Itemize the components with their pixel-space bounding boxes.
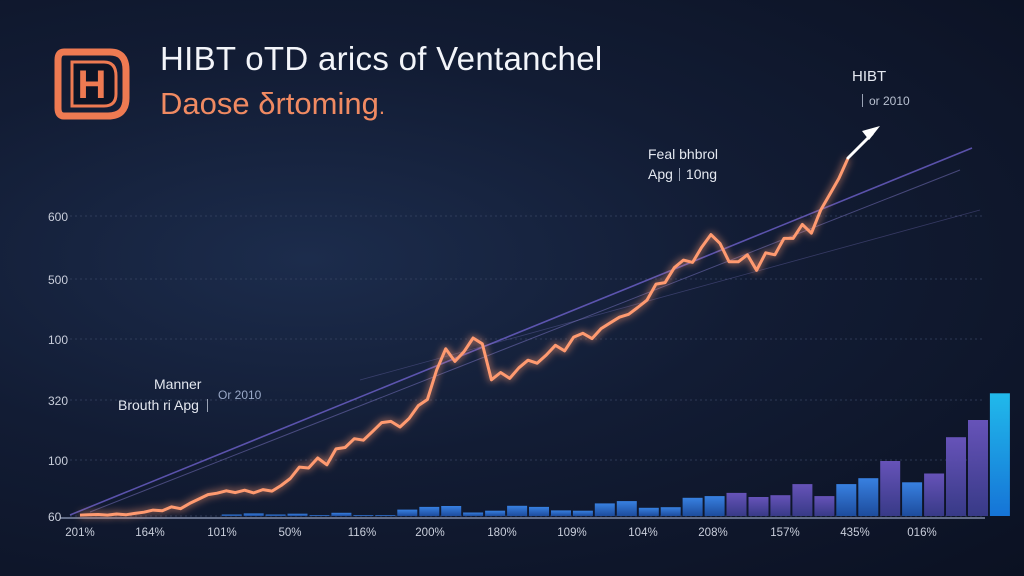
price-line (79, 157, 850, 517)
bar (902, 482, 923, 516)
bar (529, 506, 549, 516)
x-tick-label: 435% (840, 527, 869, 539)
bar (331, 512, 352, 516)
annotation-left-line2-text: Brouth ri Apg (118, 397, 199, 413)
bar (616, 501, 637, 516)
x-tick-label: 109% (557, 527, 586, 539)
bar (726, 492, 747, 516)
bar (375, 515, 396, 516)
bar (485, 510, 506, 516)
bar (287, 513, 308, 516)
annotation-mid-line2-b: 10ng (685, 166, 718, 182)
x-tick-label: 101% (207, 527, 236, 539)
bar-series (221, 393, 1010, 516)
annotation-separator (678, 168, 680, 181)
bar (441, 506, 462, 516)
bar (463, 512, 484, 516)
bar (221, 514, 242, 516)
x-tick-label: 180% (487, 527, 516, 539)
bar (989, 393, 1010, 516)
annotation-separator (862, 94, 863, 107)
trend-line-secondary (89, 169, 961, 513)
bar (968, 420, 988, 516)
bar (792, 484, 813, 516)
y-tick-label: 320 (48, 394, 68, 408)
y-tick-label: 100 (48, 454, 68, 468)
annotation-separator (206, 399, 208, 412)
grid-lines (60, 215, 985, 519)
bar (507, 505, 528, 516)
bar (748, 497, 769, 516)
x-tick-label: 164% (135, 527, 164, 539)
x-tick-label: 157% (770, 527, 799, 539)
bar (836, 484, 857, 516)
bar (572, 510, 593, 516)
y-tick-label: 500 (48, 273, 68, 287)
bar (924, 473, 945, 516)
bar (419, 506, 440, 516)
x-tick-label: 200% (415, 527, 444, 539)
logo-letter: H (78, 63, 107, 107)
y-tick-label: 60 (48, 510, 62, 524)
y-tick-label: 100 (48, 333, 68, 347)
annotation-mid-line2: Apg 10ng (648, 166, 717, 182)
bar (660, 507, 681, 516)
chart-title: HIBT oTD arics of Ventanchel (160, 40, 603, 77)
x-tick-label: 104% (628, 527, 657, 539)
line-series (79, 157, 850, 517)
bar (397, 509, 418, 516)
bar (309, 515, 330, 516)
annotation-top-right-sub-text: or 2010 (869, 94, 910, 108)
annotation-top-right-sub: or 2010 (856, 94, 910, 108)
chart-subtitle: Daose δrtoming. (160, 86, 385, 122)
bar (770, 495, 791, 516)
trend-arrow-shaft (846, 132, 874, 160)
y-tick-label: 600 (48, 210, 68, 224)
bar (265, 514, 286, 516)
x-tick-label: 116% (348, 527, 377, 539)
annotation-left-line1: Manner (154, 376, 202, 392)
annotation-mid-line2-a: Apg (648, 166, 673, 182)
bar (704, 496, 725, 516)
subtitle-mark: . (378, 94, 385, 119)
bar (858, 478, 879, 516)
subtitle-text: Daose δrtoming (160, 86, 379, 121)
x-tick-label: 50% (278, 527, 301, 539)
trend-line-tertiary (359, 209, 981, 381)
bar (353, 515, 374, 516)
x-tick-label: 201% (65, 527, 94, 539)
x-tick-label: 016% (907, 527, 936, 539)
bar (243, 513, 264, 516)
bar (880, 461, 901, 516)
annotation-top-right-title: HIBT (852, 68, 887, 85)
annotation-left-line1-b: Or 2010 (218, 388, 262, 402)
bar (946, 437, 966, 516)
hibt-logo-icon: H (54, 48, 130, 120)
axis-ticks: 60 100 320 100 500 600 201% 164% 101% 50% 116% 200%… (48, 210, 937, 539)
annotation-left-line2: Brouth ri Apg (118, 397, 214, 413)
annotation-mid-line1: Feal bhbrol (648, 146, 719, 162)
bar (638, 507, 659, 516)
bar (551, 510, 571, 516)
bar (682, 497, 703, 516)
bar (594, 503, 615, 516)
x-tick-label: 208% (698, 527, 727, 539)
bar (814, 496, 835, 516)
